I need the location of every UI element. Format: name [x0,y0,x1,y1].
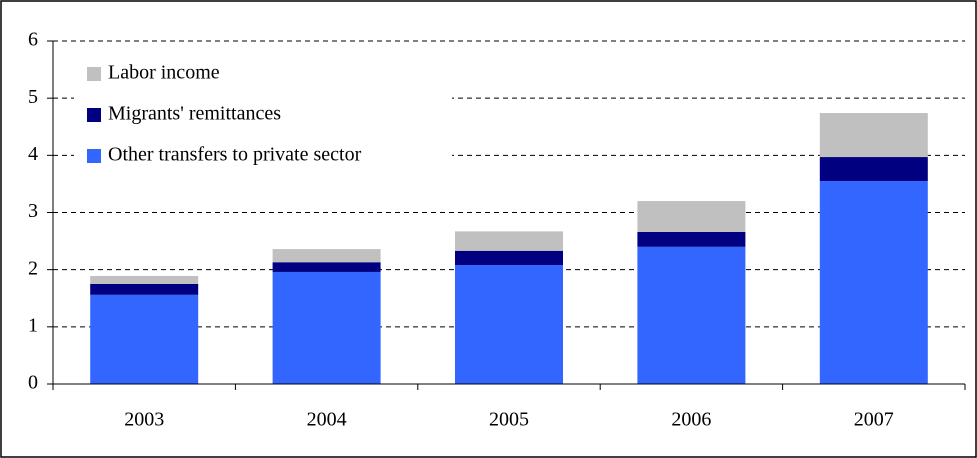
y-tick-label: 2 [28,257,38,279]
bar-segment [90,294,199,384]
bar-segment [272,271,381,384]
bar-segment [819,113,928,158]
bar-segment [455,231,563,251]
x-tick-label: 2003 [124,409,164,431]
x-tick-label: 2007 [854,409,894,431]
legend-swatch [87,108,101,122]
legend-label: Other transfers to private sector [108,144,362,166]
legend-label: Labor income [108,62,220,84]
legend-label: Migrants' remittances [108,103,281,125]
bar-segment [90,283,199,295]
x-tick-label: 2004 [307,409,347,431]
bar-segment [455,265,563,384]
bar-segment [819,181,928,384]
y-tick-label: 0 [28,372,38,394]
y-tick-label: 3 [28,200,38,222]
legend-swatch [87,67,101,81]
bar-segment [637,201,746,232]
y-tick-label: 6 [28,29,38,51]
y-tick-label: 4 [28,143,38,165]
y-tick-label: 1 [28,314,38,336]
y-tick-label: 5 [28,86,38,108]
bar-segment [637,231,746,247]
bar-segment [637,246,746,384]
bar-segment [90,275,199,284]
bar-segment [272,262,381,272]
x-tick-label: 2005 [489,409,529,431]
bar-segment [455,250,563,266]
x-tick-label: 2006 [671,409,711,431]
legend-swatch [87,149,101,163]
legend-background [74,56,452,172]
bar-segment [819,157,928,182]
bar-segment [272,249,381,263]
